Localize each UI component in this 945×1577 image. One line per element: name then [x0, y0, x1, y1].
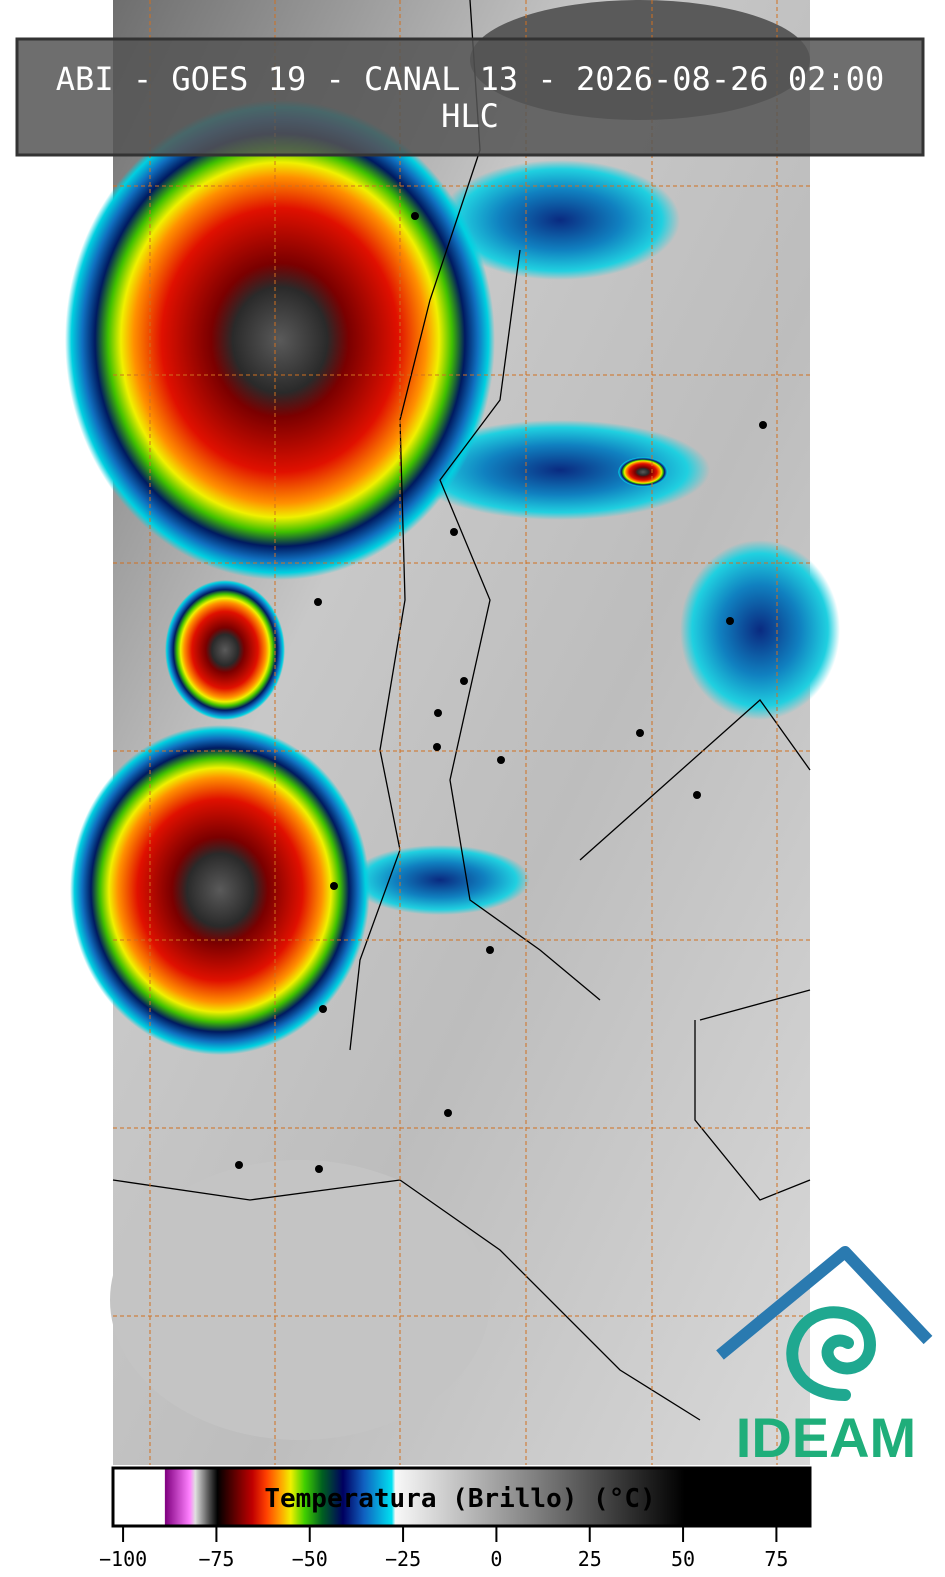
tick-label: −75 — [198, 1547, 234, 1571]
storm — [618, 457, 668, 487]
borders — [112, 0, 811, 1421]
logo-spiral — [786, 1306, 877, 1401]
colorbar-ramp — [111, 1466, 812, 1528]
tick-label: −100 — [99, 1547, 147, 1571]
tick-label: 75 — [764, 1547, 788, 1571]
tick-label: −25 — [385, 1547, 421, 1571]
cities — [235, 212, 767, 1173]
cloud — [350, 845, 530, 915]
tick-label: −50 — [292, 1547, 328, 1571]
storm — [65, 100, 495, 580]
logo: IDEAM — [716, 1246, 933, 1469]
map — [65, 0, 840, 1465]
storm — [165, 580, 285, 720]
colorbar-label: Temperatura (Brillo) (°C) — [264, 1484, 655, 1514]
title-box: ABI - GOES 19 - CANAL 13 - 2026-08-26 02… — [15, 37, 925, 157]
logo-text: IDEAM — [736, 1406, 916, 1469]
storm — [70, 725, 370, 1055]
tick-label: 0 — [490, 1547, 502, 1571]
tick-label: 25 — [578, 1547, 602, 1571]
colorbar: Temperatura (Brillo) (°C) −100 −75 −50 −25 0… — [99, 1466, 812, 1571]
graticule — [113, 0, 810, 1465]
cloud — [680, 540, 840, 720]
title: ABI - GOES 19 - CANAL 13 - 2026-08-26 02… — [56, 60, 884, 98]
cloud — [410, 420, 710, 520]
cloud — [440, 160, 680, 280]
cloud — [110, 1160, 490, 1440]
logo-roof — [716, 1246, 933, 1360]
subtitle: HLC — [441, 97, 499, 135]
tick-label: 50 — [671, 1547, 695, 1571]
title-background — [15, 37, 925, 157]
